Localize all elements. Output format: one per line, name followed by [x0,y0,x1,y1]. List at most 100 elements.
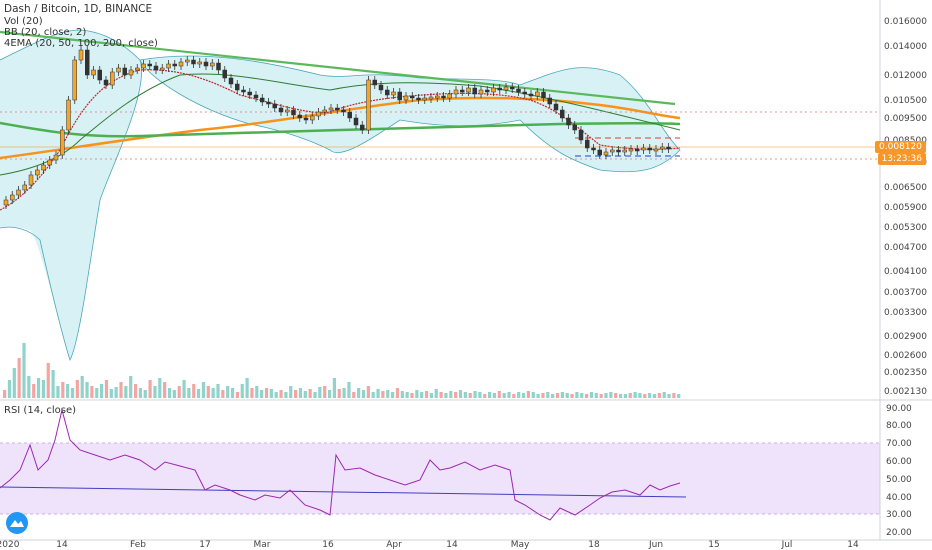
volume-bar [507,392,511,398]
rsi-legend[interactable]: RSI (14, close) [4,405,77,416]
candle-body [22,184,27,191]
candle-body [160,67,165,71]
rsi-axis-label: 50.00 [886,475,912,485]
candle-body [3,199,9,206]
price-axis-label: 0.002130 [884,387,927,397]
price-axis-label: 0.009500 [884,114,927,124]
candle-body [460,89,465,93]
volume-bar [46,363,50,398]
volume-bar [32,384,36,398]
volume-legend[interactable]: Vol (20) [4,16,43,27]
candle-body [35,169,40,176]
volume-bar [521,393,526,398]
volume-bar [56,386,60,398]
ema-50-line [0,73,681,176]
volume-bar [657,393,661,398]
volume-bar [371,392,375,398]
volume-bar [27,376,31,398]
volume-bar [119,382,123,398]
volume-bar [337,389,341,398]
price-axis-label: 0.010500 [884,96,927,106]
time-axis-label: Apr [386,540,402,550]
volume-bar [662,392,666,398]
candle-body [610,149,615,153]
volume-bar [327,390,332,398]
candle-body [16,189,21,196]
rsi-series-line [0,409,681,521]
volume-bar [618,394,623,398]
candle-body [191,59,196,65]
candle-body [647,147,652,151]
volume-bar [366,386,370,398]
candle-body [485,89,490,93]
candle-body [328,107,334,111]
candle-body [635,148,640,152]
candle-body [135,67,140,71]
volume-bar [226,386,230,398]
candle-body [28,174,34,186]
candle-body [47,159,52,166]
volume-bar [124,386,128,398]
candle-body [91,69,96,76]
candle-body [178,61,184,67]
volume-bar [667,394,671,398]
volume-bar [473,391,477,398]
volume-bar [633,392,637,398]
volume-bar [109,389,113,398]
candle-body [503,86,509,91]
rsi-axis-label: 40.00 [886,493,912,503]
candle-body [141,63,146,69]
candle-body [497,87,502,91]
price-axis-label: 0.005900 [884,203,927,213]
volume-bar [206,386,210,398]
ema-legend[interactable]: 4EMA (20, 50, 100, 200, close) [4,38,158,49]
candle-body [385,89,390,96]
volume-bar [138,388,142,398]
volume-bar [289,386,293,398]
volume-bar [332,378,336,398]
volume-bar [51,370,55,398]
volume-bar [648,393,652,398]
volume-bar [609,392,613,398]
volume-bar [386,390,390,398]
ema-200-line [0,96,681,160]
volume-bar [580,393,584,398]
candle-body [197,61,202,65]
volume-bar [104,380,109,398]
volume-bar [643,394,647,398]
volume-bar [381,391,385,398]
candle-body [53,154,59,161]
candle-body [203,61,209,67]
volume-bar [172,390,176,398]
candle-body [535,91,540,97]
candle-body [466,87,471,93]
volume-bar [604,393,608,398]
volume-bar [585,394,589,398]
volume-bar [560,392,564,398]
volume-bar [182,380,186,398]
volume-bar [133,384,138,398]
bollinger-legend[interactable]: BB (20, close, 2) [4,27,87,38]
candle-body [378,84,384,91]
time-axis-label: Jul [781,540,793,550]
candle-body [228,77,234,85]
price-axis-label: 0.003300 [884,308,927,318]
volume-bar [410,393,414,398]
current-price-tag: 0.008120 [875,141,926,153]
volume-bar [434,389,438,398]
candle-body [147,63,152,67]
volume-bar [221,390,225,398]
volume-bar [264,388,269,398]
volume-bar [512,394,516,398]
volume-bar [347,382,351,398]
candle-body [122,67,127,76]
volume-bar [66,384,70,398]
candle-body [78,49,84,61]
candle-body [585,139,590,149]
candle-body [628,148,634,152]
rsi-axis-label: 70.00 [886,439,912,449]
tradingview-logo-icon[interactable] [6,512,28,534]
candle-body [128,69,134,76]
volume-bar [100,384,104,398]
